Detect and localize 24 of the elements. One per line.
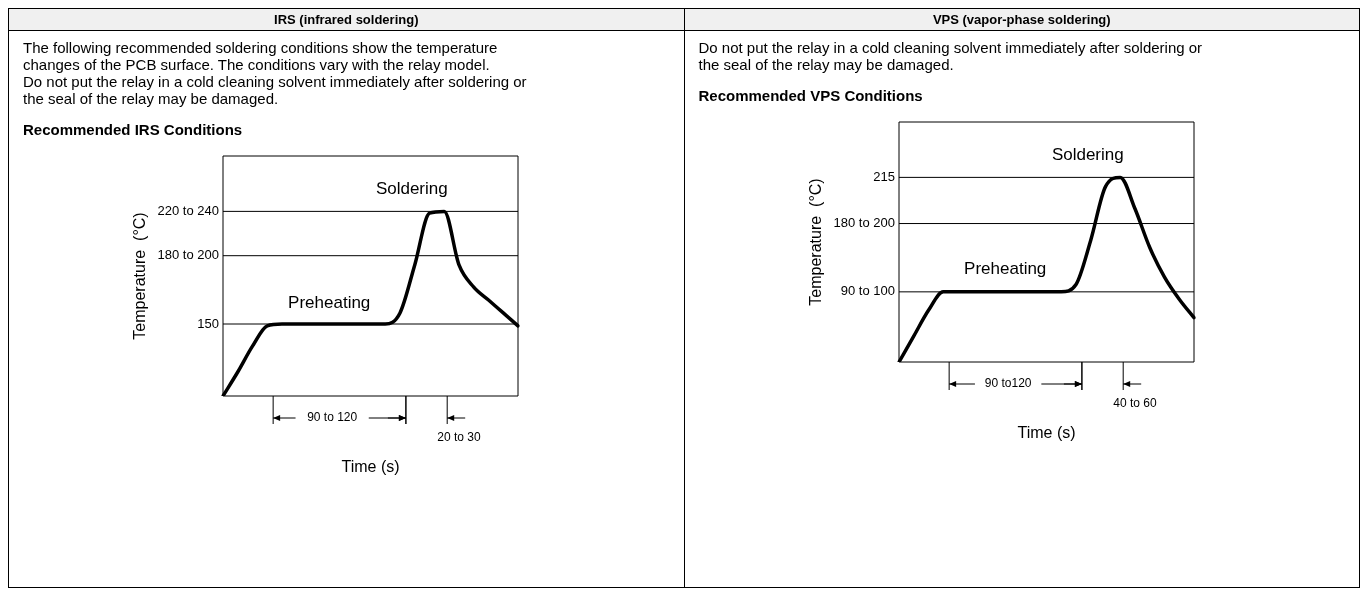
text: 180 to 200 bbox=[157, 247, 219, 263]
chart-subtitle: Do not put the relay in a cold cleaning solvent immediately after soldering or the seal of the relay may be damaged. bbox=[698, 39, 1204, 73]
text: 180 to 200 bbox=[833, 215, 895, 231]
text: 150 bbox=[197, 315, 219, 331]
text: 90 to 100 bbox=[840, 283, 895, 299]
annotation: Preheating bbox=[963, 259, 1046, 279]
text: Soldering bbox=[375, 178, 448, 198]
text: 40 to 60 bbox=[1112, 396, 1157, 411]
text: Recommended IRS Conditions bbox=[23, 121, 244, 138]
chart-title: VPS (vapor-phase soldering) bbox=[684, 9, 1359, 31]
chart-title: IRS (infrared soldering) bbox=[9, 9, 684, 31]
x-axis-title: Time (s) bbox=[341, 458, 400, 475]
text: Recommended VPS Conditions bbox=[698, 87, 924, 104]
text: Soldering bbox=[1051, 144, 1124, 164]
text: 90 to 120 bbox=[307, 410, 358, 425]
y-axis-title: Temperature (°C) bbox=[131, 212, 149, 340]
text: 220 to 240 bbox=[157, 202, 219, 218]
chart-subtitle: The following recommended soldering conditions show the temperature changes of the PCB surface. The conditions vary with the relay model. Do not put the relay in a cold cleaning solvent immediately after soldering or the seal of the relay may be damaged. bbox=[23, 39, 528, 107]
y-axis-title: Temperature (°C) bbox=[806, 178, 824, 306]
text: 215 bbox=[872, 168, 895, 184]
x-axis-title: Time (s) bbox=[1016, 424, 1076, 441]
text: 90 to120 bbox=[984, 376, 1032, 391]
annotation: Preheating bbox=[288, 293, 371, 313]
text: 20 to 30 bbox=[437, 430, 482, 445]
